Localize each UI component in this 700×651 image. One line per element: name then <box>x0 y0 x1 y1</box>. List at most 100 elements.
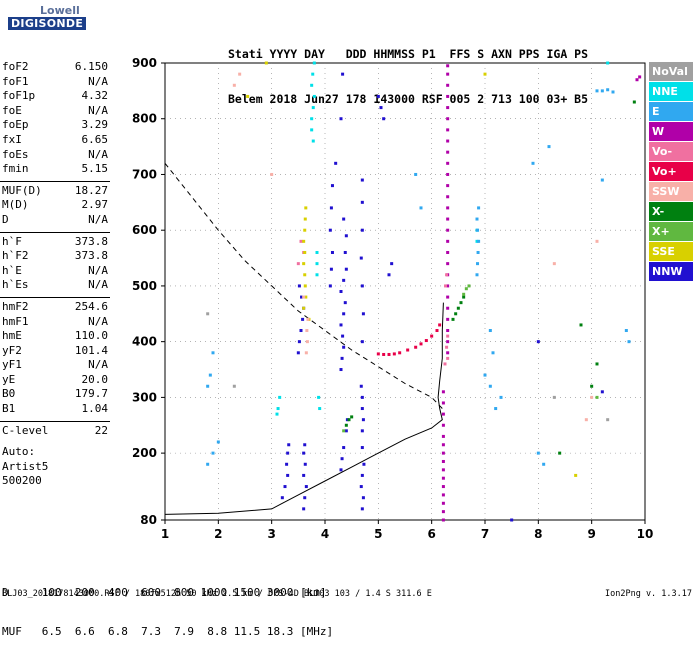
echo-point-vo <box>445 345 449 349</box>
echo-point-nne <box>310 83 314 87</box>
station-header: Stati YYYY DAY DDD HHMMSS P1 FFS S AXN P… <box>228 17 588 122</box>
echo-point-nnw <box>360 178 364 182</box>
separator <box>0 231 110 233</box>
param-row: foF2 6.150 <box>0 60 108 75</box>
param-value: N/A <box>88 212 108 226</box>
param-row: h`E N/A <box>0 264 108 279</box>
echo-point-vo <box>446 334 450 338</box>
separator <box>0 296 110 298</box>
echo-point-nnw <box>359 256 363 260</box>
header-values: Belem 2018 Jun27 178 143000 RSF 005 2 71… <box>228 92 589 106</box>
echo-point-w <box>446 217 450 221</box>
param-row: h`F 373.8 <box>0 235 108 250</box>
echo-point-nnw <box>382 117 386 121</box>
param-value: 2.97 <box>81 198 109 212</box>
echo-point-ssw <box>305 340 309 344</box>
echo-point-noval <box>206 312 210 316</box>
legend-item: X+ <box>649 222 693 241</box>
param-value: 110.0 <box>74 329 108 343</box>
echo-point-e <box>477 239 481 243</box>
echo-point-nne <box>317 395 321 399</box>
param-name: B1 <box>2 402 16 416</box>
param-row: foEs N/A <box>0 148 108 163</box>
echo-point-vo <box>376 352 380 356</box>
echo-point-w <box>441 459 445 463</box>
echo-point-nne <box>475 239 479 243</box>
echo-point-nnw <box>286 473 290 477</box>
echo-point-sse <box>303 273 307 277</box>
echo-point-nnw <box>297 340 301 344</box>
echo-point-e <box>477 206 481 210</box>
echo-point-sse <box>302 239 306 243</box>
param-value: N/A <box>88 278 108 292</box>
param-value: 373.8 <box>74 249 108 263</box>
echo-point-w <box>441 476 445 480</box>
echo-point-nnw <box>360 407 364 411</box>
echo-point-vo <box>424 339 428 343</box>
echo-point-w <box>441 501 445 505</box>
param-value: N/A <box>88 358 108 372</box>
param-row: h`F2 373.8 <box>0 249 108 264</box>
echo-point-vo <box>443 362 447 366</box>
digisonde-logo: Lowell DIGISONDE <box>4 4 87 44</box>
y-tick-label: 600 <box>132 223 157 237</box>
echo-point-e <box>476 228 480 232</box>
echo-point-w <box>441 401 445 405</box>
param-value: N/A <box>88 147 108 161</box>
echo-point-nnw <box>359 384 363 388</box>
param-name: foF1 <box>2 74 29 88</box>
muf-frequency-row: MUF 6.5 6.6 6.8 7.3 7.9 8.8 11.5 18.3 [M… <box>2 625 334 638</box>
echo-point-nnw <box>287 443 291 447</box>
echo-point-nne <box>275 412 279 416</box>
echo-point-sse <box>302 306 306 310</box>
echo-point-w <box>446 317 450 321</box>
echo-point-e <box>488 384 492 388</box>
param-name: foE <box>2 103 22 117</box>
param-value: N/A <box>88 314 108 328</box>
echo-point-ssw <box>584 418 588 422</box>
echo-point-sse <box>246 94 250 98</box>
echo-point-e <box>476 262 480 266</box>
echo-point-e <box>488 329 492 333</box>
echo-point-e <box>547 145 551 149</box>
echo-point-vo <box>414 345 418 349</box>
echo-point-e <box>600 89 604 93</box>
echo-point-w <box>441 423 445 427</box>
legend-item: Vo- <box>649 142 693 161</box>
echo-point-x <box>595 395 599 399</box>
echo-point-nnw <box>342 217 346 221</box>
echo-point-nnw <box>343 250 347 254</box>
echo-point-nne <box>312 94 316 98</box>
echo-point-vo <box>438 323 442 327</box>
params-group-2: MUF(D) 18.27 M(D) 2.97 D N/A <box>0 180 110 232</box>
echo-point-nne <box>310 117 314 121</box>
param-row: foF1p 4.32 <box>0 89 108 104</box>
echo-point-ssw <box>590 395 594 399</box>
echo-point-nnw <box>330 184 334 188</box>
echo-point-x <box>595 362 599 366</box>
params-group-4: hmF2 254.6 hmF1 N/A hmE 110.0 yF2 101.4 yF1 N/A yE… <box>0 296 110 421</box>
echo-point-e <box>419 206 423 210</box>
echo-point-w <box>446 139 450 143</box>
echo-point-ssw <box>232 83 236 87</box>
echo-point-nnw <box>339 290 343 293</box>
param-name: foF1p <box>2 89 36 103</box>
echo-point-nnw <box>342 312 346 316</box>
echo-point-nnw <box>334 161 338 165</box>
echo-point-nne <box>312 61 316 65</box>
param-row: h`Es N/A <box>0 278 108 293</box>
echo-point-e <box>211 351 215 355</box>
echo-point-nnw <box>286 451 290 455</box>
echo-point-w <box>446 72 450 76</box>
echo-point-w <box>446 206 450 210</box>
y-tick-label: 500 <box>132 279 157 293</box>
echo-point-nnw <box>341 72 345 76</box>
echo-point-ssw <box>304 351 308 355</box>
param-value: 373.8 <box>74 234 108 248</box>
echo-point-nnw <box>328 284 332 288</box>
x-tick-label: 3 <box>267 527 275 541</box>
echo-point-nnw <box>296 351 300 355</box>
echo-point-nnw <box>361 312 365 316</box>
y-tick-label: 300 <box>132 390 157 404</box>
echo-point-e <box>531 161 535 165</box>
